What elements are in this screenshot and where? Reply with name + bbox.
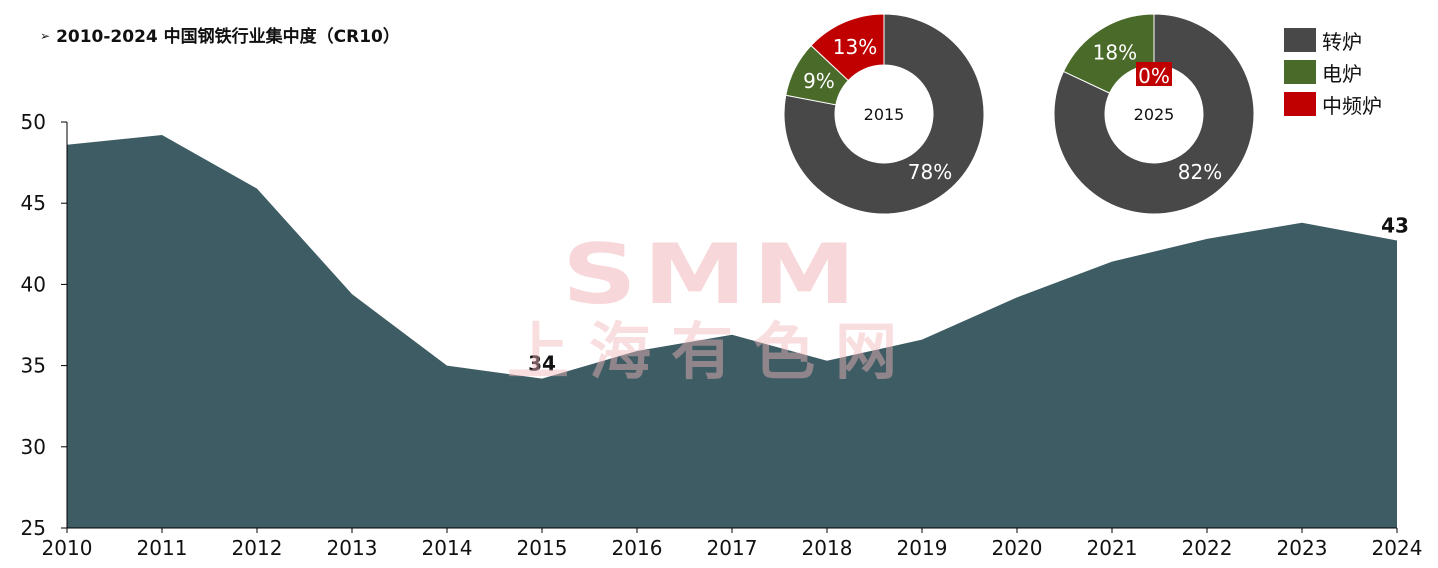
x-tick-label-2013: 2013 xyxy=(327,536,378,560)
donut-2015-label-converter: 78% xyxy=(908,160,952,184)
donut-2025-label-converter: 82% xyxy=(1178,160,1222,184)
legend-swatch-electric xyxy=(1284,60,1316,84)
x-tick-label-2010: 2010 xyxy=(42,536,93,560)
donut-2025-slice-electric xyxy=(1062,13,1155,94)
chart-title: ➢ 2010-2024 中国钢铁行业集中度（CR10） xyxy=(40,22,400,47)
x-tick-label-2015: 2015 xyxy=(517,536,568,560)
donut-2015-label-electric: 9% xyxy=(803,69,835,93)
legend-swatch-medium-frequency xyxy=(1284,92,1316,116)
x-tick-label-2020: 2020 xyxy=(992,536,1043,560)
x-tick-label-2011: 2011 xyxy=(137,536,188,560)
x-tick-label-2022: 2022 xyxy=(1182,536,1233,560)
x-tick-label-2017: 2017 xyxy=(707,536,758,560)
x-tick-label-2023: 2023 xyxy=(1277,536,1328,560)
legend-item-converter: 转炉 xyxy=(1284,24,1382,56)
data-label-2015: 34 xyxy=(528,352,556,376)
x-tick-label-2018: 2018 xyxy=(802,536,853,560)
donut-2015-center-label: 2015 xyxy=(864,105,905,124)
donut-2025-label-medium-frequency: 0% xyxy=(1138,64,1170,88)
donut-2025-label-bg-medium-frequency xyxy=(1136,62,1172,86)
donut-2025-label-electric: 18% xyxy=(1093,40,1137,64)
donut-2015-label-medium-frequency: 13% xyxy=(833,35,877,59)
y-tick-label-50: 50 xyxy=(21,110,46,134)
y-tick-label-45: 45 xyxy=(21,191,46,215)
x-tick-label-2012: 2012 xyxy=(232,536,283,560)
donut-2015-slice-medium-frequency xyxy=(810,13,885,82)
y-tick-label-25: 25 xyxy=(21,516,46,540)
x-tick-label-2016: 2016 xyxy=(612,536,663,560)
x-tick-label-2021: 2021 xyxy=(1087,536,1138,560)
y-tick-label-35: 35 xyxy=(21,354,46,378)
title-marker-icon: ➢ xyxy=(40,29,51,43)
donut-2025-center-label: 2025 xyxy=(1134,105,1175,124)
x-tick-label-2014: 2014 xyxy=(422,536,473,560)
legend: 转炉 电炉 中频炉 xyxy=(1284,24,1382,120)
chart-title-text: 2010-2024 中国钢铁行业集中度（CR10） xyxy=(56,27,400,47)
donut-2015-slice-converter xyxy=(783,13,985,215)
donut-2025-slice-converter xyxy=(1053,13,1255,215)
data-label-2024: 43 xyxy=(1381,214,1409,238)
y-tick-label-40: 40 xyxy=(21,272,46,296)
legend-swatch-converter xyxy=(1284,28,1316,52)
legend-label-electric: 电炉 xyxy=(1322,61,1362,86)
x-tick-label-2024: 2024 xyxy=(1372,536,1423,560)
legend-label-converter: 转炉 xyxy=(1322,29,1362,54)
legend-label-medium-frequency: 中频炉 xyxy=(1322,93,1382,118)
y-tick-label-30: 30 xyxy=(21,435,46,459)
legend-item-electric: 电炉 xyxy=(1284,56,1382,88)
legend-item-medium-frequency: 中频炉 xyxy=(1284,88,1382,120)
area-series xyxy=(67,134,1397,528)
x-tick-label-2019: 2019 xyxy=(897,536,948,560)
